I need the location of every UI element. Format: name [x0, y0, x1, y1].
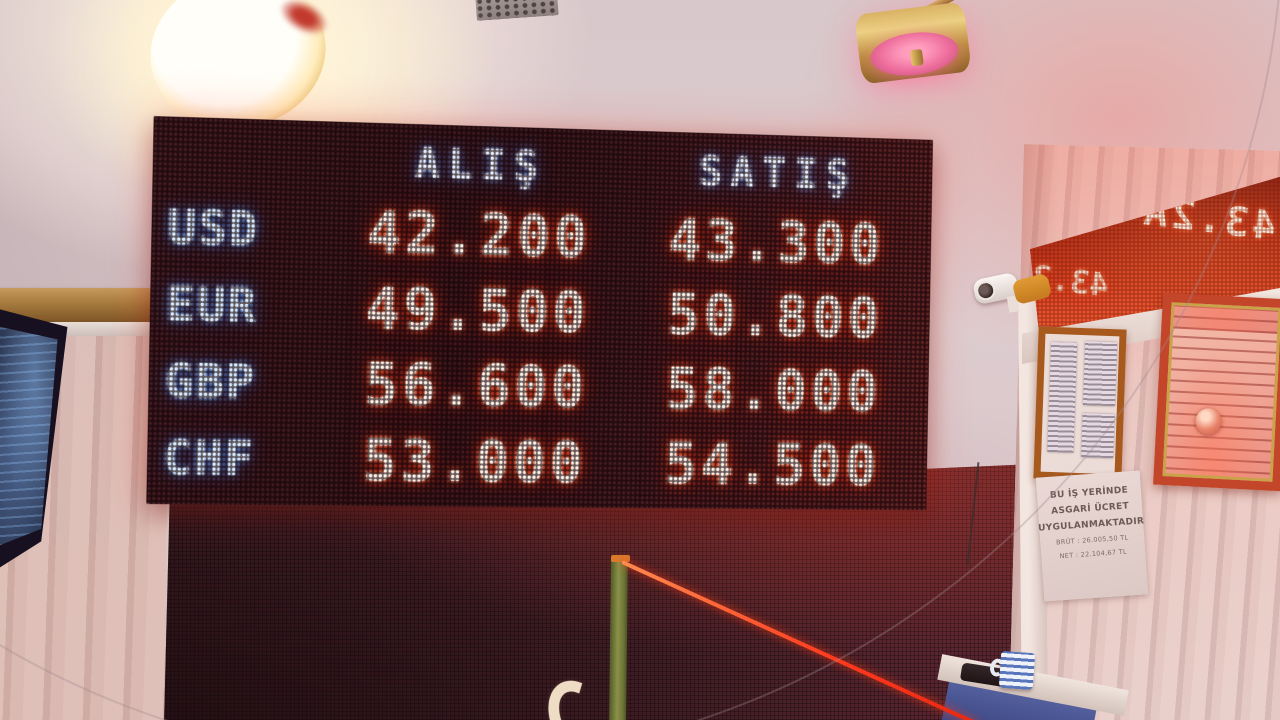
minimum-wage-sign: BU İŞ YERİNDE ASGARİ ÜCRET UYGULANMAKTAD… — [1035, 470, 1149, 602]
currency-code: CHF — [162, 429, 256, 487]
notice-document — [1082, 341, 1118, 407]
sell-column-header: SATIŞ — [698, 147, 858, 199]
gold-trim — [0, 288, 174, 322]
sell-rate: 50.800 — [666, 280, 884, 351]
pole-cap — [611, 555, 630, 562]
green-pole — [609, 557, 628, 720]
sell-rate: 58.000 — [665, 355, 883, 425]
coffee-mug — [988, 650, 1036, 691]
framed-notices — [1033, 326, 1127, 482]
camera-lens-icon — [974, 279, 997, 302]
pendant-lamp-right — [854, 1, 972, 85]
currency-code: EUR — [165, 275, 259, 334]
led-rate-board: ALIŞ SATIŞ USD 42.200 43.300 EUR 49.500 … — [146, 116, 933, 511]
buy-rate: 56.600 — [363, 350, 589, 421]
certificate-seal — [1194, 407, 1223, 435]
buy-rate: 42.200 — [366, 198, 592, 271]
sign-line: NET : 22.104,67 TL — [1059, 547, 1128, 561]
currency-code: USD — [166, 198, 260, 257]
sign-line: ASGARİ ÜCRET — [1050, 501, 1130, 517]
sign-line: UYGULANMAKTADIR — [1037, 516, 1145, 534]
rate-row-chf: CHF 53.000 54.500 — [156, 419, 918, 502]
buy-column-header: ALIŞ — [414, 138, 547, 191]
notice-document — [1081, 413, 1115, 459]
currency-code: GBP — [164, 352, 257, 410]
sign-line: BU İŞ YERİNDE — [1049, 485, 1129, 501]
rate-table: ALIŞ SATIŞ USD 42.200 43.300 EUR 49.500 … — [156, 124, 923, 502]
sign-line: BRÜT : 26.005,50 TL — [1055, 533, 1129, 547]
buy-rate: 53.000 — [362, 426, 588, 496]
rate-row-gbp: GBP 56.600 58.000 — [158, 342, 920, 429]
sell-rate: 43.300 — [667, 206, 886, 277]
notice-document — [1047, 341, 1078, 453]
sell-rate: 54.500 — [663, 430, 881, 498]
framed-certificate — [1153, 292, 1280, 492]
pendant-lamp-finial — [909, 49, 924, 67]
rate-row-eur: EUR 49.500 50.800 — [159, 265, 921, 355]
buy-rate: 49.500 — [365, 274, 591, 346]
